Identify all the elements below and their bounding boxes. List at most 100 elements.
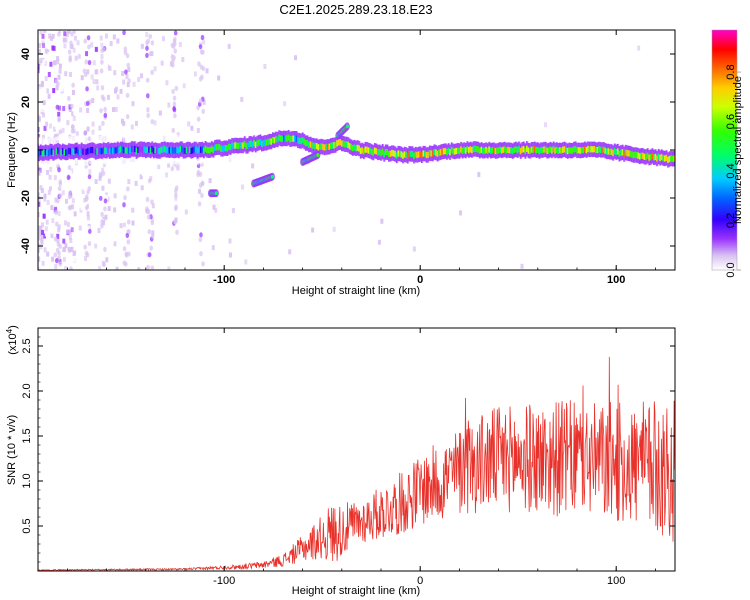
noise-cell [45,200,49,206]
noise-cell [86,211,90,217]
ridge-core [648,154,651,161]
ridge-core [361,147,364,154]
noise-cell [44,121,48,127]
noise-cell [332,226,336,232]
noise-cell [589,61,593,67]
noise-cell [100,54,104,60]
noise-cell [70,168,74,174]
ridge-core [416,151,419,159]
streak-cell [147,229,152,235]
streak-cell [146,264,150,270]
noise-cell [83,114,87,120]
ridge-core [166,146,170,153]
noise-cell [619,134,623,140]
ridge-core [146,146,149,153]
ridge-core [199,146,203,153]
streak-cell [67,205,72,211]
ridge-core [580,147,584,154]
streak-cell [145,196,150,203]
ridge-core [272,136,275,144]
noise-cell [38,170,41,176]
ridge-core [629,150,632,157]
noise-cell [232,66,236,72]
x-tick-label: 100 [607,575,625,587]
noise-cell [565,79,569,85]
noise-cell [44,226,48,232]
ridge-core [155,147,159,154]
noise-cell [597,94,601,100]
noise-cell [589,257,593,263]
ridge-core [593,146,596,153]
noise-cell [73,250,77,256]
ridge-core [132,145,135,153]
ridge-core [181,145,184,153]
ridge-core [232,142,236,149]
ridge-core [264,139,267,146]
ridge-core [193,146,196,153]
streak-cell [127,78,131,84]
ridge-core [138,146,142,153]
ridge-core [585,147,588,154]
noise-cell [165,172,169,178]
streak-cell [122,30,126,36]
noise-cell [58,30,62,34]
ridge-core [188,146,192,153]
ridge-core [395,152,399,159]
ridge-core [496,147,499,155]
ridge-core [442,148,446,155]
spectrogram-panel: -100 0 100 40 20 0 -20 -40 Height of straight l… [6,29,676,297]
noise-cell [51,75,55,81]
streak-cell [125,114,130,120]
streak-cell [85,100,90,107]
ridge-core [591,146,595,153]
noise-cell [197,188,201,194]
ridge-core [157,147,160,155]
noise-cell [307,172,311,178]
noise-cell [56,95,60,101]
ridge-core [71,148,74,155]
noise-cell [43,193,47,199]
noise-cell [104,33,108,39]
noise-cell [119,88,123,94]
noise-cell [153,66,157,72]
noise-cell [323,125,327,131]
y-tick-label: 40 [20,48,32,60]
ridge-core [381,148,385,155]
streak-cell [98,195,103,201]
ridge-core [115,147,118,154]
noise-cell [38,63,40,69]
ridge-core [538,147,541,155]
streak-cell [85,196,89,202]
streak-cell [70,103,74,109]
ridge-core [112,147,115,154]
noise-cell [202,39,206,45]
ridge-core [261,140,264,147]
ridge-core [74,147,77,154]
noise-cell [131,207,135,213]
ridge-core [665,154,668,162]
ridge-core [282,135,286,142]
ridge-core [254,141,258,148]
ridge-core [41,150,44,157]
noise-cell [49,186,53,192]
snr-series-line [38,356,675,571]
noise-cell [662,245,666,251]
noise-cell [58,68,62,74]
ridge-core [113,147,117,154]
noise-cell [64,266,68,270]
streak-cell [171,62,175,68]
noise-cell [40,222,44,228]
noise-cell [489,216,493,222]
ridge-core [455,147,458,155]
ridge-core [185,146,189,153]
noise-cell [47,189,51,195]
ridge-core [541,147,545,154]
ridge-core [207,147,211,154]
ridge-core [662,155,665,162]
noise-cell [97,95,101,101]
ridge-core [375,148,378,155]
ridge-core [290,135,294,143]
streak-cell [201,261,205,267]
streak-cell [146,38,150,44]
ridge-core [425,151,429,159]
